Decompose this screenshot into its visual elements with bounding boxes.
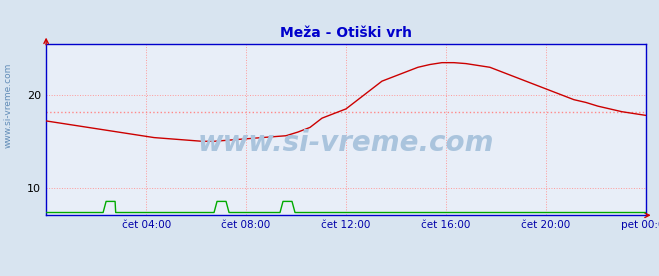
Text: www.si-vreme.com: www.si-vreme.com [198,129,494,157]
Text: www.si-vreme.com: www.si-vreme.com [3,62,13,148]
Title: Meža - Otiški vrh: Meža - Otiški vrh [280,26,412,40]
